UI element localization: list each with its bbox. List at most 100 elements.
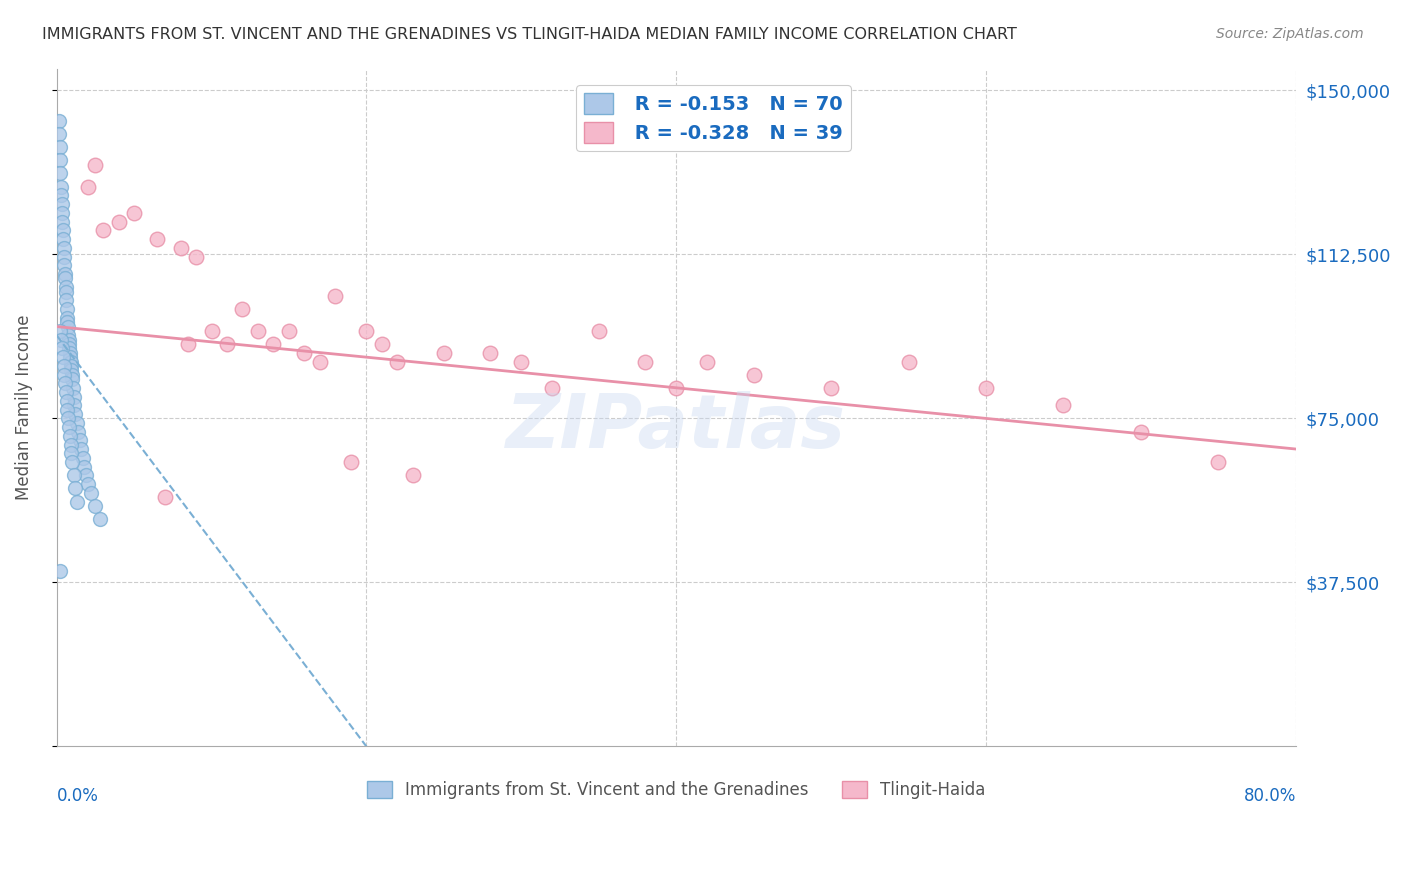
Point (63, 407, 86, 421)
Point (63, 398, 86, 412)
Point (51, 333, 73, 347)
Point (56, 315, 79, 329)
Point (67, 425, 90, 439)
Point (52, 350, 75, 364)
Point (60, 368, 83, 382)
Point (371, 337, 394, 351)
Point (340, 455, 363, 469)
Point (52, 223, 75, 237)
Point (742, 368, 765, 382)
Point (58, 328, 80, 343)
Point (60, 363, 83, 377)
Legend:  R = -0.153   N = 70,  R = -0.328   N = 39: R = -0.153 N = 70, R = -0.328 N = 39 (576, 85, 851, 151)
Point (231, 301, 253, 316)
Point (51, 197, 73, 211)
Point (56, 310, 79, 325)
Point (58, 342, 80, 356)
Point (58, 411, 80, 425)
Point (60, 446, 83, 460)
Point (53, 376, 76, 391)
Point (49, 324, 72, 338)
Point (91, 223, 114, 237)
Text: ZIPatlas: ZIPatlas (506, 392, 846, 465)
Point (974, 381, 997, 395)
Point (541, 381, 564, 395)
Point (59, 350, 82, 364)
Point (89, 512, 111, 526)
Point (278, 324, 301, 338)
Point (325, 289, 347, 303)
Point (146, 232, 169, 246)
Text: 80.0%: 80.0% (1243, 787, 1296, 805)
Text: IMMIGRANTS FROM ST. VINCENT AND THE GRENADINES VS TLINGIT-HAIDA MEDIAN FAMILY IN: IMMIGRANTS FROM ST. VINCENT AND THE GREN… (42, 27, 1017, 42)
Point (70, 442, 93, 456)
Point (55, 301, 77, 316)
Point (294, 346, 316, 360)
Point (58, 333, 80, 347)
Point (62, 390, 84, 404)
Point (49, 179, 72, 194)
Point (48, 565, 70, 579)
Point (246, 324, 269, 338)
Point (696, 354, 718, 368)
Point (52, 232, 75, 246)
Point (52, 359, 75, 373)
Point (1208, 455, 1230, 469)
Point (48, 114, 70, 128)
Point (51, 206, 73, 220)
Point (55, 280, 77, 294)
Point (897, 354, 920, 368)
Text: 0.0%: 0.0% (56, 787, 98, 805)
Point (56, 402, 79, 417)
Point (75, 468, 97, 483)
Point (309, 354, 332, 368)
Point (49, 153, 72, 168)
Point (58, 337, 80, 351)
Point (59, 437, 82, 451)
Point (48, 140, 70, 154)
Point (200, 324, 222, 338)
Point (53, 271, 76, 285)
Point (59, 429, 82, 443)
Point (177, 337, 200, 351)
Point (84, 499, 107, 513)
Point (55, 285, 77, 299)
Point (51, 188, 73, 202)
Point (56, 319, 79, 334)
Point (479, 346, 502, 360)
Point (76, 477, 98, 491)
Point (66, 416, 89, 430)
Point (107, 214, 129, 228)
Point (60, 372, 83, 386)
Point (72, 450, 94, 465)
Point (66, 494, 89, 508)
Point (402, 468, 425, 483)
Point (52, 241, 75, 255)
Point (60, 455, 83, 469)
Point (51, 214, 73, 228)
Point (53, 368, 76, 382)
Point (1129, 425, 1152, 439)
Point (433, 346, 456, 360)
Point (588, 324, 610, 338)
Point (80, 485, 103, 500)
Point (53, 258, 76, 272)
Point (153, 490, 176, 504)
Point (62, 468, 84, 483)
Point (55, 293, 77, 308)
Point (53, 250, 76, 264)
Point (48, 127, 70, 141)
Point (51, 342, 73, 356)
Point (356, 324, 378, 338)
Point (58, 420, 80, 434)
Point (73, 459, 96, 474)
Point (53, 267, 76, 281)
Y-axis label: Median Family Income: Median Family Income (15, 315, 32, 500)
Point (665, 381, 688, 395)
Point (215, 337, 238, 351)
Point (510, 354, 533, 368)
Point (59, 359, 82, 373)
Point (184, 250, 207, 264)
Point (262, 337, 284, 351)
Point (62, 381, 84, 395)
